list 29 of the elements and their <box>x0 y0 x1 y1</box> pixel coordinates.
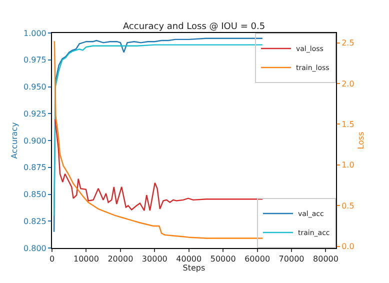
y-axis-title: Accuracy <box>10 122 20 159</box>
x-tick-label: 70000 <box>278 254 304 264</box>
y-tick-label: 0.950 <box>23 82 46 92</box>
y-tick-label: 0.850 <box>23 190 46 200</box>
y2-tick-label: 0.0 <box>342 242 354 252</box>
x-tick-label: 80000 <box>313 254 338 264</box>
y-tick-label: 0.825 <box>23 216 46 226</box>
y-tick-label: 0.800 <box>23 244 46 253</box>
y-tick-label: 1.000 <box>23 28 46 38</box>
y2-tick-label: 1.5 <box>342 120 354 130</box>
y-tick-label: 0.875 <box>23 163 46 172</box>
y-tick-label: 0.925 <box>23 109 46 118</box>
line-series <box>54 118 264 212</box>
x-tick-label: 30000 <box>142 254 168 264</box>
x-axis-title: Steps <box>182 264 206 273</box>
x-tick-label: 40000 <box>176 254 202 264</box>
x-tick-label: 20000 <box>108 254 134 264</box>
y2-tick-label: 0.5 <box>342 201 354 210</box>
y2-tick-label: 2.0 <box>342 79 354 88</box>
y-tick-label: 0.900 <box>23 136 46 146</box>
y-tick-label: 0.975 <box>23 56 46 65</box>
x-tick-label: 50000 <box>210 254 236 264</box>
x-tick-label: 60000 <box>244 254 270 264</box>
chart-title: Accuracy and Loss @ IOU = 0.5 <box>122 22 266 32</box>
x-tick-label: 10000 <box>73 254 99 264</box>
x-tick-label: 0 <box>49 254 55 264</box>
y2-axis-title: Loss <box>356 132 366 150</box>
y2-tick-label: 1.0 <box>342 160 354 170</box>
y2-tick-label: 2.5 <box>342 38 354 48</box>
